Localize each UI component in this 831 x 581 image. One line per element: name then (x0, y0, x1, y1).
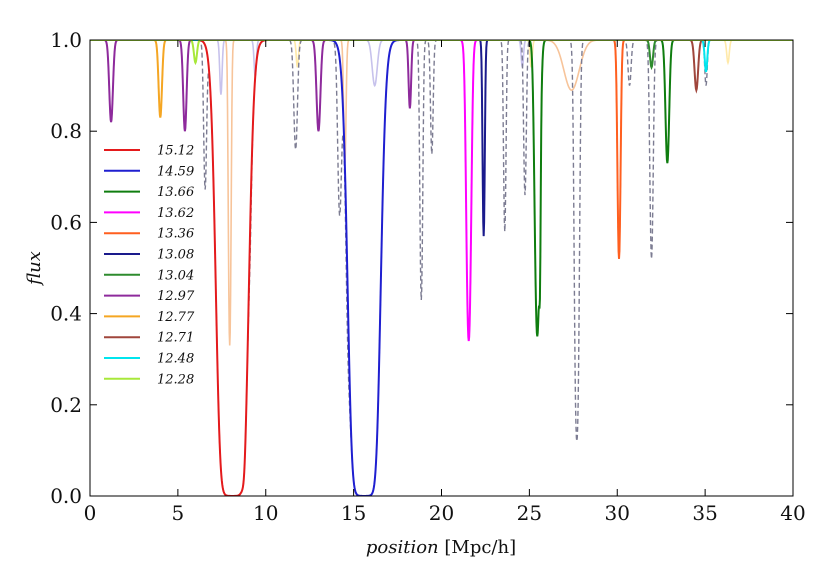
legend-label-12.28: 12.28 (157, 372, 194, 387)
x-axis-label-unit: [Mpc/h] (444, 537, 516, 558)
x-tick-label: 25 (517, 501, 542, 525)
x-tick-label: 5 (172, 501, 185, 525)
y-tick-label: 0.0 (50, 484, 82, 508)
y-tick-label: 0.4 (50, 302, 82, 326)
legend-label-15.12: 15.12 (157, 144, 194, 159)
series-line-13.66 (90, 40, 793, 337)
faint-overlay-line-1 (90, 40, 793, 95)
legend-label-13.62: 13.62 (157, 206, 194, 221)
legend-label-12.97: 12.97 (157, 289, 195, 304)
series-line-13.62 (90, 40, 793, 342)
faint-overlay-line-0 (90, 40, 793, 346)
legend-label-13.04: 13.04 (157, 268, 194, 283)
y-axis-label: flux (24, 251, 45, 287)
legend-label-14.59: 14.59 (157, 164, 194, 179)
x-tick-label: 0 (84, 501, 97, 525)
series-line-14.59 (90, 40, 793, 496)
series-line-12.97 (90, 40, 793, 132)
legend-label-12.71: 12.71 (157, 331, 194, 346)
x-tick-label: 15 (341, 501, 366, 525)
series-line-12.77 (90, 40, 793, 118)
x-tick-label: 10 (253, 501, 278, 525)
tick-layer: 0 5 10 15 20 25 30 35 40 0.0 0.2 0.4 0.6 0.8 1.0 (50, 28, 806, 525)
x-tick-label: 40 (780, 501, 805, 525)
legend-label-13.36: 13.36 (157, 227, 194, 242)
x-tick-label: 30 (605, 501, 630, 525)
y-tick-label: 0.8 (50, 119, 82, 143)
plot-frame (89, 39, 794, 497)
legend-label-13.08: 13.08 (157, 248, 194, 263)
total-spectrum-layer (90, 40, 793, 496)
legend-label-13.66: 13.66 (157, 185, 194, 200)
legend: 15.12 14.59 13.66 13.62 13.36 13.08 13.04 12.97… (104, 144, 195, 387)
legend-label-12.48: 12.48 (157, 352, 194, 367)
y-tick-label: 0.6 (50, 210, 82, 234)
x-axis-label: position [Mpc/h] (366, 537, 516, 558)
faint-overlay-layer (90, 40, 793, 346)
x-axis-label-italic: position (366, 537, 439, 558)
series-layer (90, 40, 793, 496)
series-line-13.36 (90, 40, 793, 259)
y-tick-label: 1.0 (50, 28, 82, 52)
x-tick-label: 20 (429, 501, 454, 525)
series-line-13.08 (90, 40, 793, 237)
total-flux-dashed-line (90, 40, 793, 496)
legend-label-12.77: 12.77 (157, 310, 195, 325)
x-tick-label: 35 (692, 501, 717, 525)
series-line-15.12 (90, 40, 793, 496)
y-tick-label: 0.2 (50, 393, 82, 417)
